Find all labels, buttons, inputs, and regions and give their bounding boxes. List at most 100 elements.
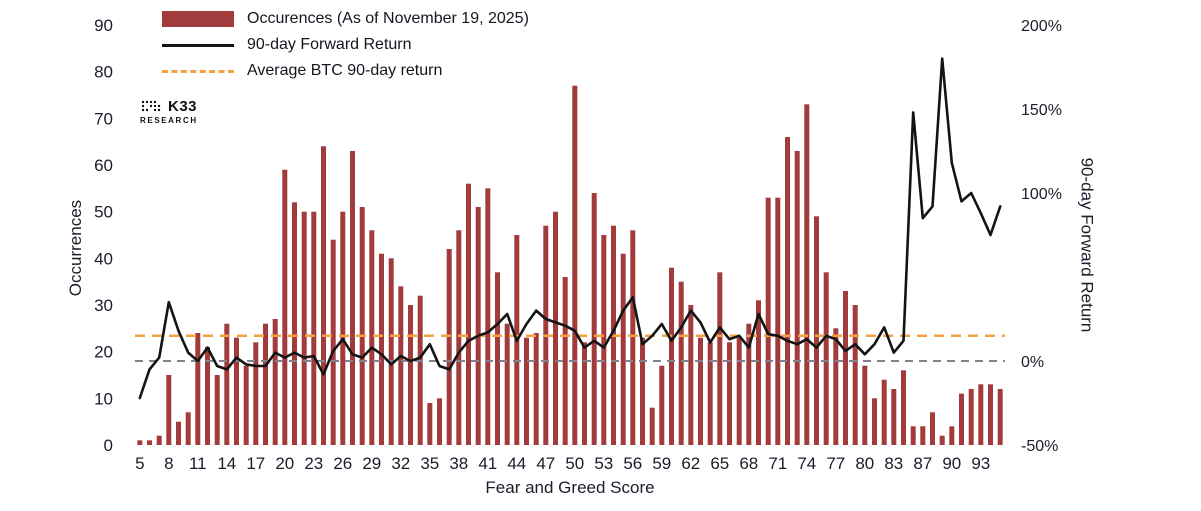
occurrence-bar bbox=[224, 323, 230, 445]
occurrence-bar bbox=[688, 305, 694, 445]
k33-research-logo: K33 RESEARCH bbox=[140, 98, 198, 125]
occurrence-bar bbox=[137, 440, 143, 445]
x-tick-label: 59 bbox=[652, 454, 671, 473]
y-left-tick-label: 70 bbox=[94, 109, 113, 128]
dashed-swatch bbox=[162, 69, 234, 73]
occurrence-bar bbox=[814, 216, 819, 445]
left-axis-title: Occurrences bbox=[66, 199, 85, 297]
occurrence-bar bbox=[746, 323, 752, 445]
occurrence-bar bbox=[272, 319, 278, 445]
x-tick-label: 32 bbox=[391, 454, 410, 473]
x-axis-title: Fear and Greed Score bbox=[485, 478, 655, 497]
occurrence-bar bbox=[640, 337, 645, 445]
x-tick-label: 62 bbox=[681, 454, 700, 473]
occurrence-bar bbox=[446, 249, 452, 445]
occurrence-bar bbox=[630, 230, 636, 445]
x-tick-label: 44 bbox=[507, 454, 526, 473]
occurrence-bar bbox=[475, 207, 481, 445]
x-tick-label: 14 bbox=[217, 454, 236, 473]
y-left-tick-label: 0 bbox=[104, 436, 113, 455]
occurrence-bar bbox=[785, 137, 790, 445]
x-tick-label: 93 bbox=[971, 454, 990, 473]
y-right-tick-label: 100% bbox=[1021, 186, 1062, 203]
x-tick-label: 65 bbox=[710, 454, 729, 473]
x-tick-label: 47 bbox=[536, 454, 555, 473]
occurrence-bar bbox=[572, 85, 578, 445]
occurrence-bar bbox=[166, 375, 172, 445]
occurrence-bar bbox=[147, 440, 152, 445]
occurrence-bar bbox=[930, 412, 935, 445]
occurrence-bar bbox=[843, 291, 848, 445]
x-tick-label: 8 bbox=[164, 454, 173, 473]
occurrence-bar bbox=[997, 389, 1003, 445]
occurrence-bar bbox=[437, 398, 442, 445]
occurrence-bar bbox=[968, 389, 974, 445]
x-tick-label: 74 bbox=[797, 454, 816, 473]
x-tick-label: 17 bbox=[246, 454, 265, 473]
occurrence-bar bbox=[301, 211, 307, 445]
occurrence-bar bbox=[350, 151, 355, 445]
occurrence-bar bbox=[311, 211, 317, 445]
x-tick-label: 53 bbox=[594, 454, 613, 473]
occurrence-bar bbox=[582, 342, 587, 445]
y-right-tick-label: 150% bbox=[1021, 102, 1062, 119]
occurrence-bar bbox=[717, 272, 723, 445]
occurrence-bar bbox=[775, 197, 781, 445]
occurrence-bar bbox=[804, 104, 810, 446]
occurrence-bar bbox=[601, 235, 607, 445]
occurrence-bar bbox=[949, 426, 955, 445]
forward-return-line bbox=[138, 57, 1002, 400]
x-tick-label: 20 bbox=[275, 454, 294, 473]
occurrence-bar bbox=[659, 365, 665, 445]
occurrence-bar bbox=[388, 258, 394, 445]
y-left-tick-label: 10 bbox=[94, 389, 113, 408]
x-tick-label: 80 bbox=[855, 454, 874, 473]
occurrence-bar bbox=[988, 384, 993, 445]
line-swatch bbox=[162, 43, 234, 47]
x-tick-label: 38 bbox=[449, 454, 468, 473]
x-tick-label: 26 bbox=[333, 454, 352, 473]
occurrence-bar bbox=[205, 347, 210, 445]
y-right-tick-label: -50% bbox=[1021, 438, 1058, 455]
brand-name: K33 bbox=[168, 98, 198, 115]
x-tick-label: 90 bbox=[942, 454, 961, 473]
x-tick-label: 41 bbox=[478, 454, 497, 473]
occurrence-bar bbox=[939, 435, 945, 445]
k33-dots-icon bbox=[141, 100, 161, 111]
occurrence-bar bbox=[920, 426, 926, 445]
y-left-tick-label: 50 bbox=[94, 203, 113, 222]
occurrence-bar bbox=[263, 323, 268, 445]
occurrence-bar bbox=[707, 342, 713, 445]
occurrence-bar bbox=[553, 211, 558, 445]
x-tick-label: 71 bbox=[768, 454, 787, 473]
occurrence-bar bbox=[872, 398, 877, 445]
x-tick-label: 87 bbox=[913, 454, 932, 473]
x-tick-label: 50 bbox=[565, 454, 584, 473]
occurrence-bar bbox=[485, 188, 491, 446]
occurrence-bar bbox=[156, 435, 162, 445]
bar-swatch bbox=[162, 11, 234, 27]
occurrence-bar bbox=[852, 305, 858, 445]
occurrence-bar bbox=[669, 267, 674, 445]
occurrence-bar bbox=[562, 277, 568, 445]
occurrence-bar bbox=[910, 426, 916, 445]
occurrence-bar bbox=[330, 239, 336, 445]
occurrence-bar bbox=[408, 305, 413, 445]
occurrence-bar bbox=[234, 337, 239, 445]
x-tick-label: 23 bbox=[304, 454, 323, 473]
legend-item-forward-return: 90-day Forward Return bbox=[162, 32, 529, 58]
occurrence-bar bbox=[533, 333, 539, 445]
occurrence-bar bbox=[359, 207, 365, 445]
occurrence-bar bbox=[369, 230, 375, 445]
occurrence-bar bbox=[427, 403, 433, 445]
occurrence-bar bbox=[794, 151, 800, 445]
occurrence-bar bbox=[524, 337, 529, 445]
occurrence-bar bbox=[727, 342, 732, 445]
x-tick-label: 11 bbox=[189, 454, 207, 473]
occurrence-bar bbox=[823, 272, 829, 445]
x-tick-label: 77 bbox=[826, 454, 845, 473]
occurrence-bar bbox=[959, 393, 964, 445]
y-left-tick-label: 20 bbox=[94, 343, 113, 362]
